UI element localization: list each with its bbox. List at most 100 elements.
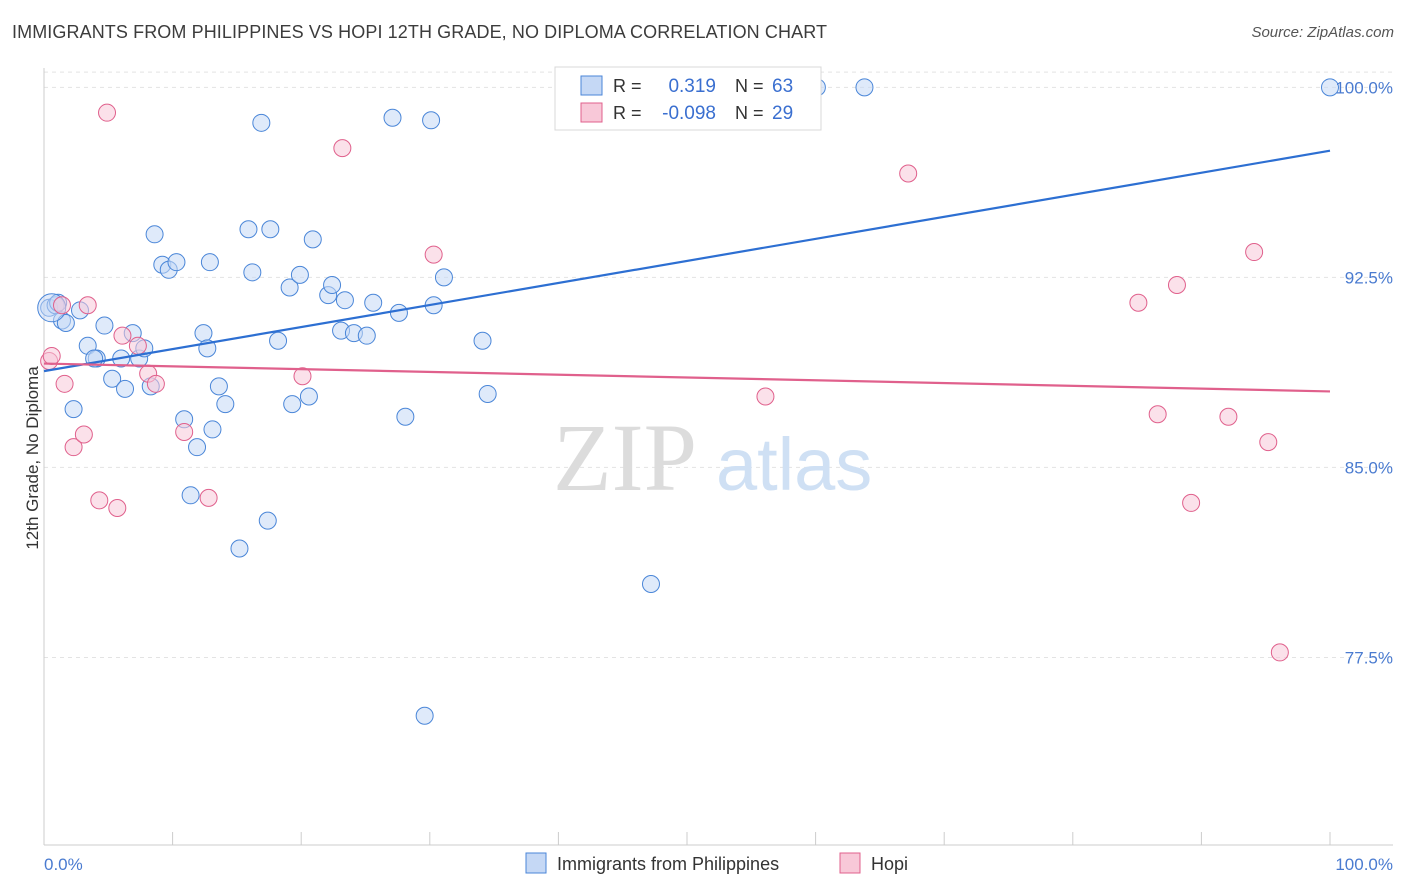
hopi-point bbox=[90, 491, 109, 510]
hopi-point bbox=[98, 103, 117, 122]
philippines-point bbox=[216, 395, 235, 414]
hopi-point bbox=[1167, 275, 1186, 294]
philippines-point bbox=[1321, 78, 1339, 97]
hopi-point bbox=[128, 336, 147, 355]
y-tick-label: 100.0% bbox=[1335, 78, 1393, 97]
hopi-point bbox=[113, 326, 132, 345]
stats-r-label-2: R = bbox=[613, 103, 642, 123]
hopi-point bbox=[424, 245, 443, 264]
philippines-point bbox=[280, 278, 299, 297]
hopi-point bbox=[1219, 407, 1238, 426]
legend-hopi-swatch bbox=[839, 852, 861, 874]
philippines-point bbox=[194, 324, 213, 343]
philippines-point bbox=[230, 539, 249, 558]
philippines-point bbox=[383, 108, 402, 127]
hopi-point bbox=[1270, 643, 1289, 662]
hopi-point bbox=[74, 425, 93, 444]
hopi-point bbox=[756, 387, 775, 406]
stats-n-label-1: N = bbox=[735, 76, 764, 96]
legend-philippines-label: Immigrants from Philippines bbox=[557, 854, 779, 874]
philippines-point bbox=[478, 384, 497, 403]
stats-r-value-2: -0.098 bbox=[662, 103, 716, 124]
watermark-atlas: atlas bbox=[716, 423, 872, 506]
philippines-point bbox=[167, 253, 186, 272]
philippines-point bbox=[473, 331, 492, 350]
philippines-point bbox=[357, 326, 376, 345]
philippines-trend-line bbox=[43, 149, 1331, 373]
legend-hopi-label: Hopi bbox=[871, 854, 908, 874]
stats-r-value-1: 0.319 bbox=[668, 76, 716, 97]
philippines-point bbox=[283, 395, 302, 414]
philippines-point bbox=[243, 263, 262, 282]
philippines-point bbox=[145, 225, 164, 244]
x-tick-marks bbox=[43, 832, 1331, 845]
y-tick-label: 92.5% bbox=[1345, 268, 1393, 287]
stats-n-label-2: N = bbox=[735, 103, 764, 123]
hopi-point bbox=[146, 374, 165, 393]
y-tick-labels: 100.0% 92.5% 85.0% 77.5% bbox=[1335, 78, 1393, 667]
philippines-point bbox=[261, 220, 280, 239]
hopi-trend-line bbox=[43, 362, 1331, 393]
hopi-point bbox=[333, 139, 352, 158]
hopi-point bbox=[899, 164, 918, 183]
philippines-point bbox=[258, 511, 277, 530]
chart-title: IMMIGRANTS FROM PHILIPPINES VS HOPI 12TH… bbox=[12, 22, 828, 42]
y-tick-label: 77.5% bbox=[1345, 648, 1393, 667]
philippines-point bbox=[56, 314, 75, 332]
philippines-point bbox=[434, 268, 453, 287]
stats-legend: R = 0.319 N = 63 R = -0.098 N = 29 bbox=[554, 66, 822, 131]
philippines-point bbox=[95, 316, 114, 335]
philippines-point bbox=[641, 575, 660, 593]
hopi-point bbox=[1245, 243, 1264, 262]
philippines-point bbox=[64, 400, 83, 419]
hopi-point bbox=[108, 498, 127, 517]
trend-lines bbox=[43, 149, 1331, 393]
legend-philippines-swatch bbox=[525, 852, 547, 874]
hopi-point bbox=[1259, 433, 1278, 452]
philippines-point bbox=[396, 407, 415, 426]
philippines-point bbox=[188, 438, 207, 457]
hopi-point bbox=[64, 438, 83, 457]
hopi-point bbox=[78, 296, 97, 315]
philippines-point bbox=[364, 293, 383, 312]
gridlines bbox=[44, 71, 1393, 658]
hopi-point bbox=[199, 488, 218, 507]
hopi-point bbox=[293, 367, 312, 386]
series-hopi-points bbox=[40, 103, 1289, 662]
source-credit: Source: ZipAtlas.com bbox=[1251, 24, 1394, 41]
hopi-point bbox=[175, 422, 194, 441]
philippines-point bbox=[200, 253, 219, 272]
stats-n-value-1: 63 bbox=[772, 76, 793, 97]
philippines-point bbox=[422, 111, 441, 130]
x-tick-label-max: 100.0% bbox=[1335, 855, 1393, 874]
philippines-point bbox=[335, 291, 354, 310]
bottom-legend: Immigrants from Philippines Hopi bbox=[525, 852, 908, 874]
y-axis-label: 12th Grade, No Diploma bbox=[23, 366, 42, 550]
watermark: ZIP atlas bbox=[553, 404, 872, 511]
stats-legend-blue-swatch bbox=[580, 75, 603, 96]
hopi-point bbox=[53, 296, 72, 315]
philippines-point bbox=[303, 230, 322, 249]
x-axis bbox=[43, 832, 1393, 846]
x-tick-label-min: 0.0% bbox=[44, 855, 83, 874]
hopi-point bbox=[1182, 493, 1201, 512]
hopi-point bbox=[1129, 293, 1148, 312]
philippines-point bbox=[203, 420, 222, 439]
philippines-point bbox=[290, 265, 309, 284]
watermark-zip: ZIP bbox=[553, 404, 697, 511]
philippines-point bbox=[323, 275, 342, 294]
philippines-point bbox=[103, 369, 122, 388]
philippines-point bbox=[415, 706, 434, 725]
philippines-point bbox=[239, 220, 258, 239]
hopi-point bbox=[1148, 405, 1167, 424]
philippines-point bbox=[181, 486, 200, 505]
philippines-point bbox=[116, 379, 135, 398]
stats-legend-pink-swatch bbox=[580, 102, 603, 123]
hopi-point bbox=[55, 374, 74, 393]
philippines-point bbox=[855, 78, 874, 97]
philippines-point bbox=[269, 331, 288, 350]
philippines-point bbox=[209, 377, 228, 396]
y-tick-label: 85.0% bbox=[1345, 458, 1393, 477]
philippines-point bbox=[299, 387, 318, 406]
